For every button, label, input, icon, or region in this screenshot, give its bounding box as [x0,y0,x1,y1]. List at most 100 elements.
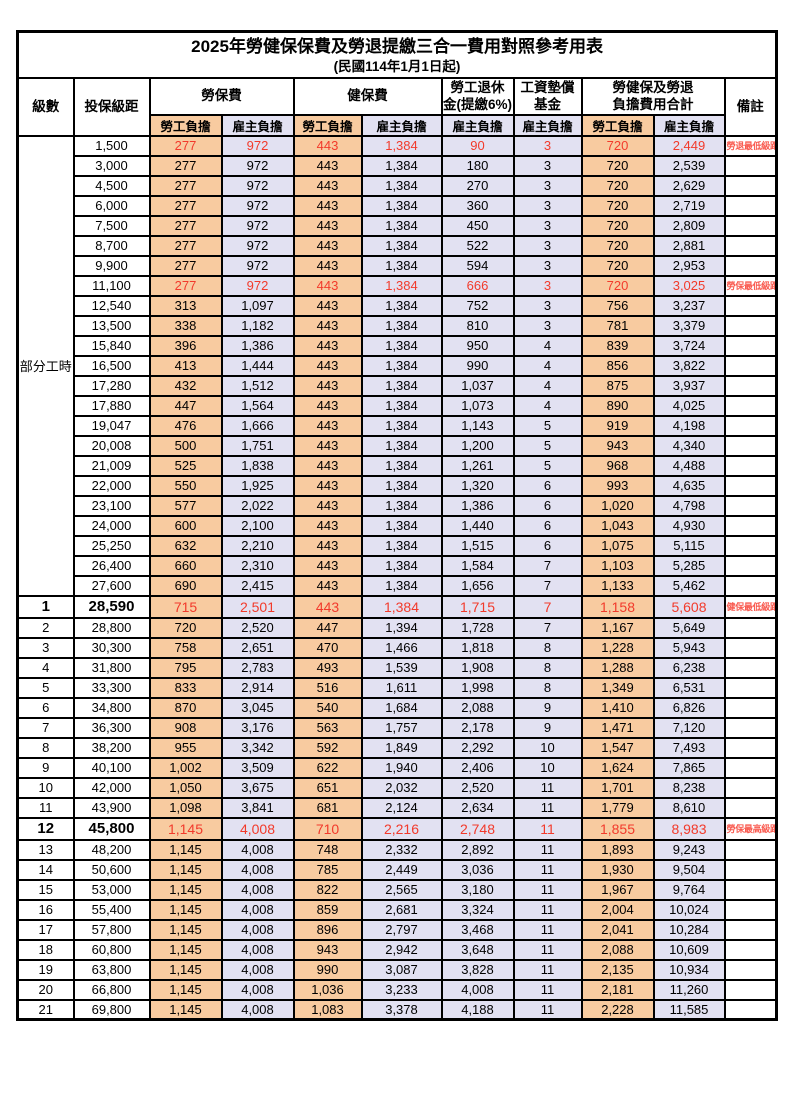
value-cell: 443 [292,394,363,417]
table-row: 12 45,800 1,145 4,008 710 2,216 2,748 11 1,855 8,… [16,816,778,841]
col-header-remark: 備註 [723,76,778,137]
subheader-total-employer: 雇主負擔 [652,113,726,137]
value-cell: 720 [148,616,223,639]
value-cell: 447 [148,394,223,417]
table-row: 11,100 277 972 443 1,384 666 3 720 3,025 勞保最低級距 [18,274,778,297]
value-cell: 10,609 [652,938,726,961]
remark-cell [723,938,778,961]
remark-cell [723,958,778,981]
value-cell: 2,892 [440,838,515,861]
value-cell: 2,783 [220,656,295,679]
value-cell: 7,120 [652,716,726,739]
value-cell: 3,822 [652,354,726,377]
value-cell: 859 [292,898,363,921]
value-cell: 2,942 [360,938,443,961]
value-cell: 1,967 [580,878,655,901]
value-cell: 6 [512,534,583,557]
value-cell: 1,925 [220,474,295,497]
value-cell: 660 [148,554,223,577]
value-cell: 11 [512,878,583,901]
level-cell: 21 [16,998,75,1021]
bracket-cell: 48,200 [72,838,151,861]
value-cell: 2,539 [652,154,726,177]
value-cell: 919 [580,414,655,437]
col-header-wage-fund: 工資墊償 基金 [512,76,583,116]
value-cell: 1,145 [148,998,223,1021]
title-cell: 2025年勞健保保費及勞退提繳三合一費用對照參考用表 (民國114年1月1日起) [16,30,778,79]
remark-cell [723,998,778,1021]
value-cell: 11 [512,998,583,1021]
value-cell: 1,073 [440,394,515,417]
value-cell: 11 [512,838,583,861]
value-cell: 896 [292,918,363,941]
value-cell: 4 [512,374,583,397]
bracket-cell: 1,500 [72,134,151,157]
value-cell: 4,008 [220,978,295,1001]
value-cell: 4,188 [440,998,515,1021]
subheader-labor-employee: 勞工負擔 [148,113,223,137]
value-cell: 11 [512,898,583,921]
bracket-cell: 42,000 [72,776,151,799]
value-cell: 622 [292,756,363,779]
value-cell: 10,284 [652,918,726,941]
col-header-total-group: 勞健保及勞退 負擔費用合計 [580,76,726,116]
value-cell: 1,036 [292,978,363,1001]
value-cell: 8,983 [652,816,726,841]
table-row: 部分工時 1,500 277 972 443 1,384 90 3 720 2,449 勞退最低級距 [16,134,778,597]
table-row: 9 40,100 1,002 3,509 622 1,940 2,406 10 1,624 7,8… [16,756,778,779]
value-cell: 2,004 [580,898,655,921]
value-cell: 450 [440,214,515,237]
value-cell: 443 [292,134,363,157]
value-cell: 4 [512,354,583,377]
value-cell: 3,724 [652,334,726,357]
value-cell: 822 [292,878,363,901]
table-row: 7 36,300 908 3,176 563 1,757 2,178 9 1,471 7,120 [16,716,778,739]
subheader-pension-employer: 雇主負擔 [440,113,515,137]
table-row: 7,500 277 972 443 1,384 450 3 720 2,809 [18,214,778,237]
value-cell: 1,145 [148,878,223,901]
value-cell: 990 [292,958,363,981]
value-cell: 1,384 [360,594,443,619]
subheader-wage-fund-employer: 雇主負擔 [512,113,583,137]
value-cell: 4,008 [220,938,295,961]
value-cell: 11 [512,958,583,981]
value-cell: 3,378 [360,998,443,1021]
value-cell: 1,386 [440,494,515,517]
bracket-cell: 17,880 [72,394,151,417]
value-cell: 11,585 [652,998,726,1021]
value-cell: 4 [512,334,583,357]
table-row: 27,600 690 2,415 443 1,384 1,656 7 1,133 5,462 [18,574,778,597]
value-cell: 1,386 [220,334,295,357]
value-cell: 2,520 [220,616,295,639]
value-cell: 3 [512,294,583,317]
value-cell: 10 [512,756,583,779]
value-cell: 710 [292,816,363,841]
value-cell: 8,238 [652,776,726,799]
value-cell: 443 [292,234,363,257]
value-cell: 1,855 [580,816,655,841]
value-cell: 2,310 [220,554,295,577]
bracket-cell: 19,047 [72,414,151,437]
value-cell: 1,384 [360,554,443,577]
value-cell: 90 [440,134,515,157]
remark-cell: 勞保最高級距 [723,816,778,841]
remark-cell [723,716,778,739]
value-cell: 1,098 [148,796,223,819]
table-row: 11 43,900 1,098 3,841 681 2,124 2,634 11 1,779 8,… [16,796,778,819]
value-cell: 2,332 [360,838,443,861]
remark-cell [723,474,778,497]
value-cell: 1,940 [360,756,443,779]
value-cell: 277 [148,174,223,197]
value-cell: 2,634 [440,796,515,819]
value-cell: 443 [292,454,363,477]
remark-cell [723,838,778,861]
bracket-cell: 55,400 [72,898,151,921]
value-cell: 7 [512,554,583,577]
value-cell: 972 [220,274,295,297]
value-cell: 6,826 [652,696,726,719]
value-cell: 3,045 [220,696,295,719]
level-cell: 5 [16,676,75,699]
value-cell: 7,493 [652,736,726,759]
value-cell: 1,349 [580,676,655,699]
value-cell: 1,564 [220,394,295,417]
